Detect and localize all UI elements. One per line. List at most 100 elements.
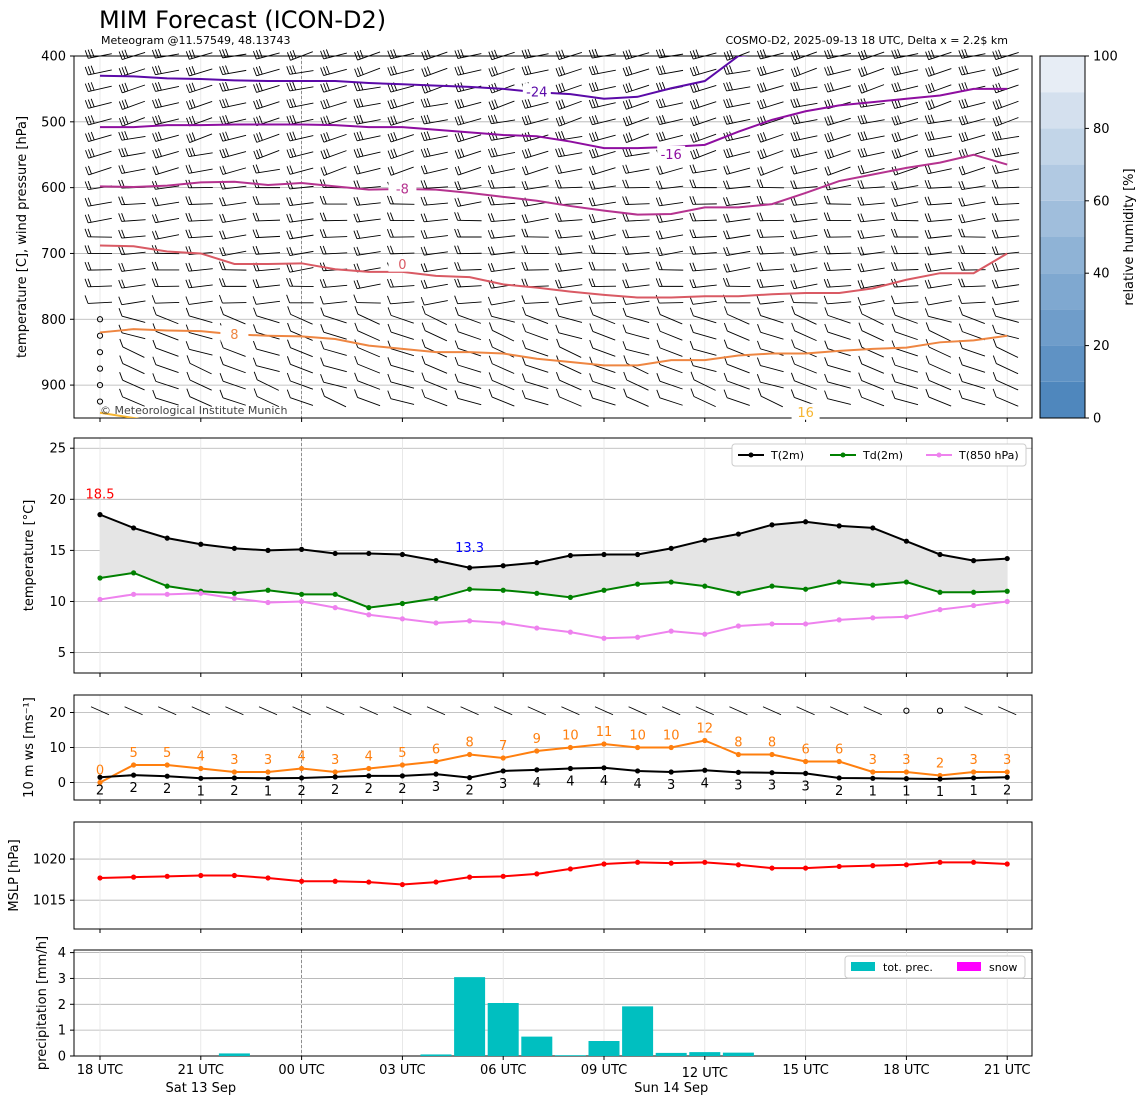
wind-barb: [559, 363, 582, 375]
wind-barb-feather: [186, 355, 191, 364]
wind-barb-feather: [925, 68, 930, 77]
wind-barb: [894, 201, 919, 207]
wind-barb-feather: [858, 68, 862, 77]
wind-barb-feather: [454, 307, 459, 316]
wind-barb: [390, 85, 415, 93]
wind-barb-feather: [222, 99, 227, 108]
wind-barb: [995, 168, 1020, 174]
wind-barb-feather: [152, 83, 156, 92]
wind-series-point: [702, 737, 708, 744]
wind-barb-feather: [930, 82, 935, 92]
wind-barb-feather: [927, 246, 932, 255]
wind-barb: [424, 202, 448, 206]
wind-barb-feather: [589, 373, 594, 382]
pressure-ylabel: MSLP [hPa]: [7, 839, 22, 911]
wind-barb: [390, 52, 415, 60]
wind-barb-feather: [219, 214, 223, 223]
wind-barb-feather: [994, 148, 999, 157]
wind-barb-feather: [692, 133, 697, 142]
wind-barb-feather: [893, 228, 898, 238]
wind-barb-feather: [729, 81, 733, 91]
wind-series-point: [702, 767, 708, 773]
wind-barb-feather: [625, 229, 630, 238]
wind-barb-feather: [762, 82, 767, 91]
wind-barb-feather: [353, 280, 358, 289]
wind-barb: [256, 300, 280, 305]
wind-barb: [558, 68, 582, 77]
wind-barb: [289, 267, 314, 273]
x-tick-label: 21 UTC: [984, 1063, 1030, 1078]
colorbar-tick-label: 100: [1093, 50, 1118, 65]
wind-barb-feather: [723, 372, 728, 382]
mslp-point: [198, 872, 204, 879]
wind-barb-feather: [491, 67, 496, 76]
wind-barb-feather: [157, 65, 162, 74]
wind-barb: [122, 363, 145, 375]
wind-barb: [390, 117, 415, 126]
series-line: [99, 571, 1008, 609]
wind-barb-feather: [555, 165, 560, 174]
wind-barb-feather: [692, 99, 697, 109]
wind-barb-feather: [824, 117, 829, 126]
wind-barb: [525, 118, 549, 126]
wind-barb-feather: [625, 262, 630, 272]
wind-barb-feather: [90, 131, 95, 141]
wind-barb-feather: [655, 180, 660, 190]
series-point: [803, 586, 809, 592]
wind-barb: [793, 234, 818, 240]
wind-ytick-label: 0: [58, 776, 66, 791]
wind-barb: [692, 284, 717, 289]
wind-barb: [222, 134, 247, 142]
wind-barb: [928, 300, 952, 306]
wind-barb: [693, 117, 717, 127]
wind-barb-feather: [558, 100, 563, 109]
temperature-legend: T(2m) Td(2m) T(850 hPa): [731, 443, 1027, 467]
wind-barb-feather: [387, 307, 392, 316]
wind-barb-feather: [793, 213, 798, 222]
wind-barb: [626, 84, 650, 94]
wind-barb-feather: [524, 228, 529, 238]
wind-barb-feather: [87, 82, 92, 92]
wind-barb-feather: [356, 82, 361, 91]
wind-barb-feather: [354, 306, 359, 315]
wind-barb: [121, 284, 146, 289]
wind-barb-feather: [824, 390, 828, 399]
wind-barb-feather: [124, 82, 129, 92]
wind-barb-feather: [928, 83, 932, 93]
wind-barb-feather: [154, 278, 159, 287]
wind-barb-feather: [393, 131, 398, 141]
wind-barb: [894, 85, 919, 93]
wind-barb: [625, 300, 650, 305]
wind-barb-feather: [524, 66, 529, 75]
wind-barb-feather: [756, 357, 761, 366]
wind-barb-feather: [320, 100, 325, 110]
wind-barb-feather: [594, 81, 599, 91]
wind-barb-feather: [891, 66, 896, 76]
wind-barb-feather: [454, 50, 459, 59]
wind-barb-feather: [890, 245, 895, 254]
wind-barb: [827, 69, 851, 76]
wind-barb-feather: [487, 213, 492, 222]
wind-barb-feather: [87, 66, 92, 75]
wind-barb-feather: [292, 148, 297, 157]
isotherm-line: [99, 56, 749, 100]
wind-barb-feather: [521, 295, 526, 304]
surface-wind-barb: [460, 706, 479, 716]
wind-barb-feather: [460, 98, 465, 108]
isotherm-label: -16: [661, 148, 682, 163]
wind-barb-feather: [219, 166, 224, 175]
series-point: [769, 621, 775, 627]
wind-barb-feather: [556, 338, 561, 348]
wind-barb-feather: [890, 212, 895, 221]
wind-barb-feather: [390, 116, 395, 125]
wind-barb-feather: [119, 372, 124, 381]
precip-bar: [454, 977, 486, 1056]
wind-barb: [894, 314, 918, 324]
wind-barb-feather: [558, 213, 562, 222]
wind-barb-feather: [561, 82, 566, 92]
wind-barb-feather: [891, 390, 896, 399]
wind-barb-feather: [554, 179, 559, 189]
wind-barb-feather: [225, 48, 229, 58]
wind-barb-feather: [958, 100, 963, 109]
wind-barb: [961, 69, 986, 76]
